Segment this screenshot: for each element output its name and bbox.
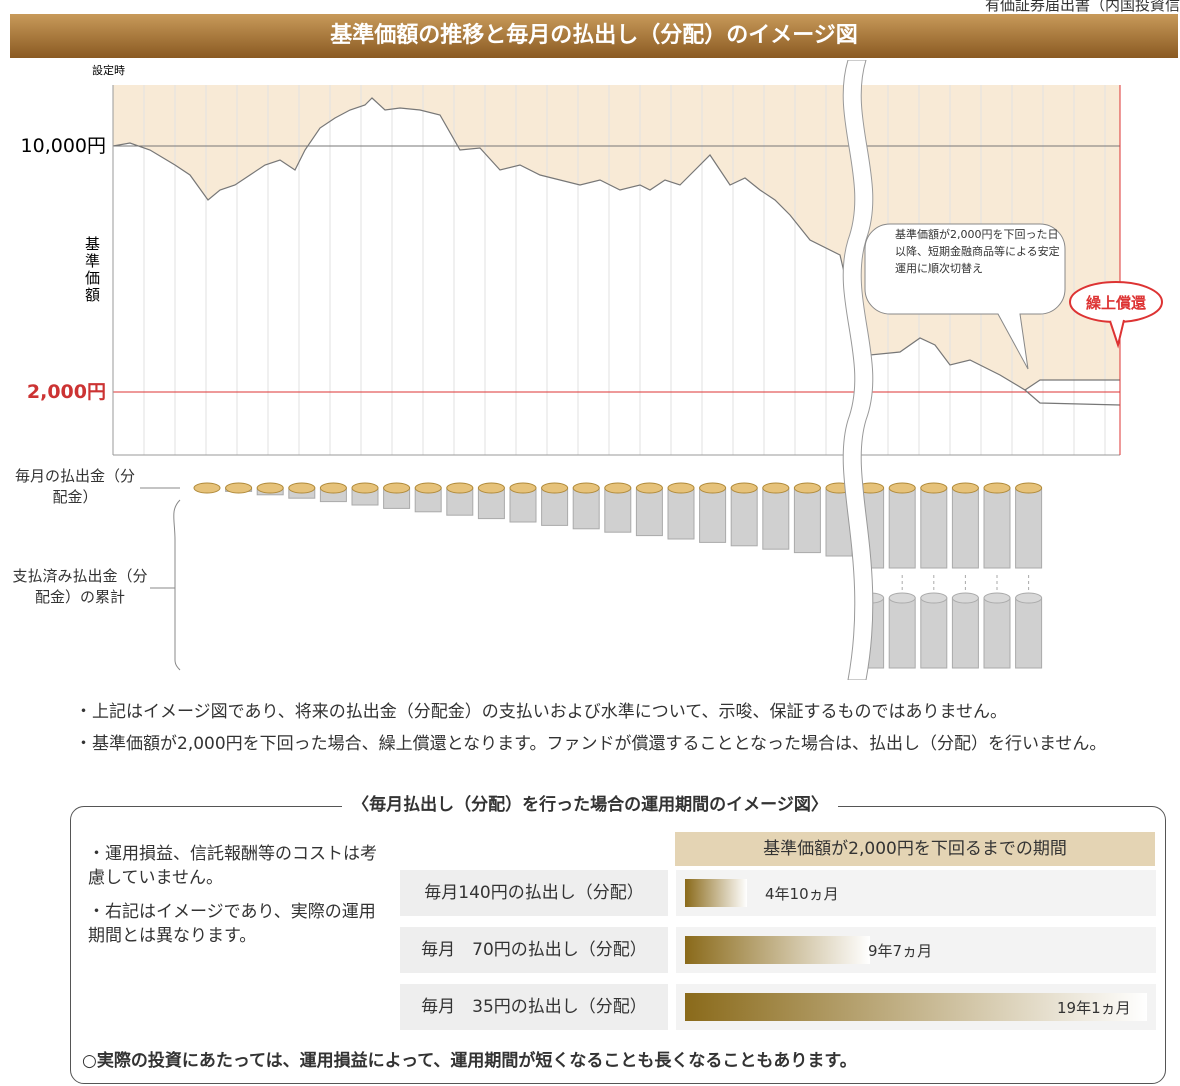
side-note: 右記はイメージであり、実際の運用期間とは異なります。 — [88, 900, 388, 948]
start-label: 設定時 — [92, 63, 125, 77]
coin-stack — [542, 488, 568, 525]
coin-stack — [668, 488, 694, 539]
coin-stack — [794, 488, 820, 553]
coin-stack — [921, 598, 947, 668]
period: 9年7ヵ月 — [868, 940, 932, 961]
coin — [984, 483, 1010, 493]
coin — [1016, 483, 1042, 493]
axis-title: 基準価額 — [83, 236, 101, 304]
coin-label: 支払済み払出金（分配金）の累計 — [10, 565, 150, 607]
footer: ○実際の投資にあたっては、運用損益によって、運用期間が短くなることも長くなること… — [82, 1046, 857, 1071]
coin-stack — [605, 488, 631, 532]
coin-stack — [889, 598, 915, 668]
coin — [226, 483, 252, 493]
callout: 基準価額が2,000円を下回った日以降、短期金融商品等による安定運用に順次切替え — [895, 226, 1060, 277]
chart: 設定時 10,000円 2,000円 基準価額 基準価額が2,000円を下回った… — [0, 60, 1180, 680]
coin-stack — [636, 488, 662, 536]
coin — [384, 483, 410, 493]
coin-stack — [984, 598, 1010, 668]
coin — [257, 483, 283, 493]
coin — [952, 483, 978, 493]
bar — [685, 936, 870, 964]
coin — [636, 483, 662, 493]
coin-stack — [1016, 488, 1042, 568]
coin — [668, 483, 694, 493]
bar — [685, 879, 747, 907]
period: 19年1ヵ月 — [1057, 997, 1131, 1018]
coin — [889, 483, 915, 493]
coin — [889, 593, 915, 603]
side-note: 運用損益、信託報酬等のコストは考慮していません。 — [88, 842, 388, 890]
coin — [478, 483, 504, 493]
coin — [510, 483, 536, 493]
coin-label: 毎月の払出金（分配金） — [10, 465, 140, 507]
y-label: 2,000円 — [27, 381, 106, 403]
page: 有価証券届出書（内国投資信 基準価額の推移と毎月の払出し（分配）のイメージ図 設… — [0, 0, 1180, 1086]
coin — [352, 483, 378, 493]
note: 基準価額が2,000円を下回った場合、繰上償還となります。ファンドが償還すること… — [75, 730, 1180, 758]
title: 基準価額の推移と毎月の払出し（分配）のイメージ図 — [10, 14, 1178, 58]
y-label: 10,000円 — [21, 135, 106, 157]
coin — [921, 483, 947, 493]
header-fragment: 有価証券届出書（内国投資信 — [985, 0, 1180, 15]
coin — [415, 483, 441, 493]
coin — [984, 593, 1010, 603]
coin — [605, 483, 631, 493]
coin-stack — [889, 488, 915, 568]
section-title-text: 〈毎月払出し（分配）を行った場合の運用期間のイメージ図〉 — [342, 795, 838, 815]
coin-stack — [731, 488, 757, 546]
period: 4年10ヵ月 — [765, 883, 839, 904]
column-header: 基準価額が2,000円を下回るまでの期間 — [675, 832, 1155, 866]
coin — [542, 483, 568, 493]
coin — [447, 483, 473, 493]
coin — [952, 593, 978, 603]
coin — [320, 483, 346, 493]
coin-stack — [984, 488, 1010, 568]
note: 上記はイメージ図であり、将来の払出金（分配金）の支払いおよび水準について、示唆、… — [75, 698, 1165, 726]
coin-stack — [700, 488, 726, 542]
badge: 繰上償還 — [1086, 294, 1147, 312]
coin-stack — [573, 488, 599, 529]
coin — [573, 483, 599, 493]
row-bg — [676, 870, 1156, 916]
coin-stack — [952, 488, 978, 568]
row-label: 毎月140円の払出し（分配） — [400, 870, 668, 916]
coin-stack — [1016, 598, 1042, 668]
coin — [731, 483, 757, 493]
coin — [1016, 593, 1042, 603]
section-title: 〈毎月払出し（分配）を行った場合の運用期間のイメージ図〉 — [0, 790, 1180, 815]
row-label: 毎月 35円の払出し（分配） — [400, 984, 668, 1030]
coin — [921, 593, 947, 603]
coin — [289, 483, 315, 493]
coin-stack — [921, 488, 947, 568]
coin-stack — [952, 598, 978, 668]
coin — [194, 483, 220, 493]
coin — [700, 483, 726, 493]
row-label: 毎月 70円の払出し（分配） — [400, 927, 668, 973]
coin — [794, 483, 820, 493]
coin-stack — [763, 488, 789, 549]
coin — [763, 483, 789, 493]
